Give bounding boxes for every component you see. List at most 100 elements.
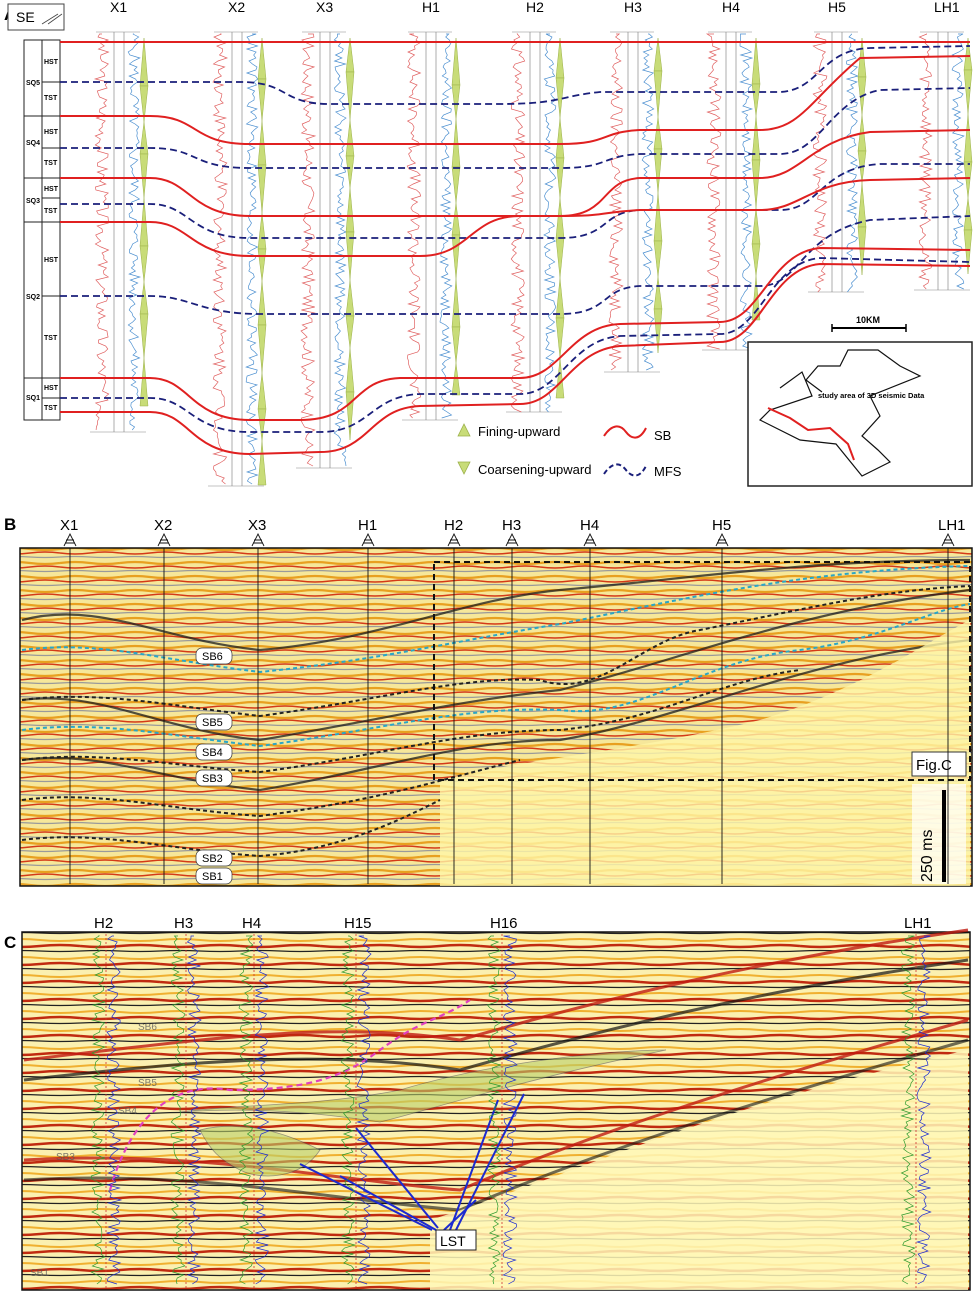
fining-upward-triangle: [451, 202, 461, 236]
coarsening-upward-triangle: [451, 326, 461, 364]
sequence-label-sq4: SQ4: [26, 140, 40, 147]
well-label: H1: [422, 0, 440, 15]
coarsening-upward-triangle: [257, 164, 267, 214]
fining-upward-triangle: [345, 279, 355, 317]
fining-upward-triangle: [257, 372, 267, 410]
fining-upward-triangle: [751, 37, 761, 85]
well-label: H4: [580, 517, 599, 534]
fining-upward-triangle: [555, 357, 565, 399]
fining-upward-triangle: [345, 187, 355, 233]
horizon-labels-b: SB6 SB5 SB4 SB3 SB2 SB1: [195, 647, 233, 885]
horizon-label-box: [195, 867, 233, 885]
well-label: X1: [110, 0, 127, 15]
coarsening-upward-triangle: [139, 313, 149, 359]
fining-upward-triangle: [257, 212, 267, 250]
well-label: X3: [316, 0, 333, 15]
well-label: H16: [490, 915, 518, 932]
sb-line: [60, 262, 971, 456]
resistivity-log-curve: [844, 33, 859, 293]
resistivity-log-curve: [254, 935, 270, 1285]
horizon-label: SB1: [202, 871, 223, 883]
mfs-line: [60, 215, 971, 315]
horizon-label-box: [195, 849, 233, 867]
fining-upward-triangle: [963, 113, 973, 163]
coarsening-upward-triangle: [555, 237, 565, 279]
tract-label-tst: TST: [44, 335, 58, 342]
coarsening-upward-triangle: [751, 83, 761, 117]
resistivity-log-curve: [186, 935, 202, 1285]
horizon-label: SB3: [202, 773, 223, 785]
mfs-legend-icon: [603, 463, 647, 477]
gamma-log-curve: [510, 33, 526, 413]
horizon-label: SB6: [202, 651, 223, 663]
resistivity-log-curve: [543, 33, 557, 413]
coarsening-upward-triangle: [963, 161, 973, 199]
sb-line: [60, 246, 971, 421]
coarsening-upward-triangle: [451, 84, 461, 120]
well-derrick-icon: [63, 532, 77, 547]
fining-upward-icon: [457, 423, 471, 437]
fig-c-label: Fig.C: [916, 757, 952, 774]
gamma-log-curve: [918, 33, 933, 290]
panel-c: C LST SB6 SB5 SB4 SB3 SB1 H2 H3 H4 H15 H16 LH1: [4, 915, 971, 1291]
resistivity-log-curve: [641, 33, 655, 371]
fining-upward-triangle: [139, 121, 149, 155]
direction-box: [7, 3, 65, 31]
gamma-log-curve: [486, 935, 502, 1285]
well-derrick-icon: [715, 532, 729, 547]
coarsening-upward-triangle: [257, 78, 267, 122]
fining-upward-triangle: [555, 37, 565, 79]
well-label: H4: [242, 915, 261, 932]
gamma-log-curve: [812, 33, 828, 293]
mfs-line: [60, 87, 971, 169]
horizon-labels-c: SB6 SB5 SB4 SB3 SB1: [30, 1022, 157, 1279]
fining-upward-triangle: [451, 37, 461, 86]
well-label: H5: [712, 517, 731, 534]
fining-upward-triangle: [345, 347, 355, 393]
lst-label: LST: [440, 1233, 466, 1249]
tract-label-hst: HST: [44, 385, 59, 392]
tract-label-hst: HST: [44, 186, 59, 193]
well-label: H3: [174, 915, 193, 932]
well-label: X1: [60, 517, 78, 534]
coarsening-upward-triangle: [345, 155, 355, 189]
resistivity-log-curve: [739, 33, 754, 350]
mfs-line: [60, 163, 970, 239]
sequence-column: SQ5 HST TST SQ4 HST TST SQ3 HST TST SQ2 …: [23, 39, 61, 421]
lst-wedge: [179, 1049, 667, 1123]
coarsening-upward-triangle: [555, 317, 565, 359]
resistivity-log-curve: [333, 33, 347, 467]
coarsening-upward-triangle: [963, 229, 973, 275]
well-label: H1: [358, 517, 377, 534]
coarsening-upward-triangle: [857, 226, 867, 276]
panel-b: B Fig.C 250 ms SB6 SB5 SB4 SB3 SB2 SB1 X1: [4, 515, 973, 887]
horizon-label: SB3: [56, 1152, 75, 1163]
gamma-log-curve: [90, 935, 106, 1285]
legend-fining: Fining-upward: [478, 424, 560, 439]
fining-upward-triangle: [555, 117, 565, 159]
resistivity-log-curve: [951, 33, 965, 290]
gamma-log-curve: [340, 935, 357, 1285]
legend-mfs: MFS: [654, 464, 682, 479]
well-label: X2: [154, 517, 172, 534]
mfs-line: [60, 257, 971, 433]
sb-line: [60, 129, 971, 217]
resistivity-log-curve: [915, 935, 932, 1285]
sb-legend-icon: [603, 425, 647, 439]
well-label: LH1: [934, 0, 960, 15]
coarsening-upward-triangle: [257, 248, 267, 282]
coarsening-upward-triangle: [345, 315, 355, 349]
coarsening-upward-triangle: [451, 166, 461, 204]
coarsening-upward-triangle: [139, 85, 149, 123]
fining-upward-triangle: [257, 37, 267, 80]
horizon-label: SB4: [118, 1106, 137, 1117]
well-label: LH1: [938, 517, 966, 534]
correlation-lines: [60, 41, 971, 456]
horizon-label: SB2: [202, 853, 223, 865]
fining-upward-triangle: [751, 207, 761, 245]
coarsening-upward-triangle: [139, 153, 149, 199]
gamma-log-curve: [238, 935, 254, 1285]
well-label: H2: [94, 915, 113, 932]
coarsening-upward-triangle: [751, 159, 761, 209]
gamma-log-curve: [212, 33, 229, 485]
